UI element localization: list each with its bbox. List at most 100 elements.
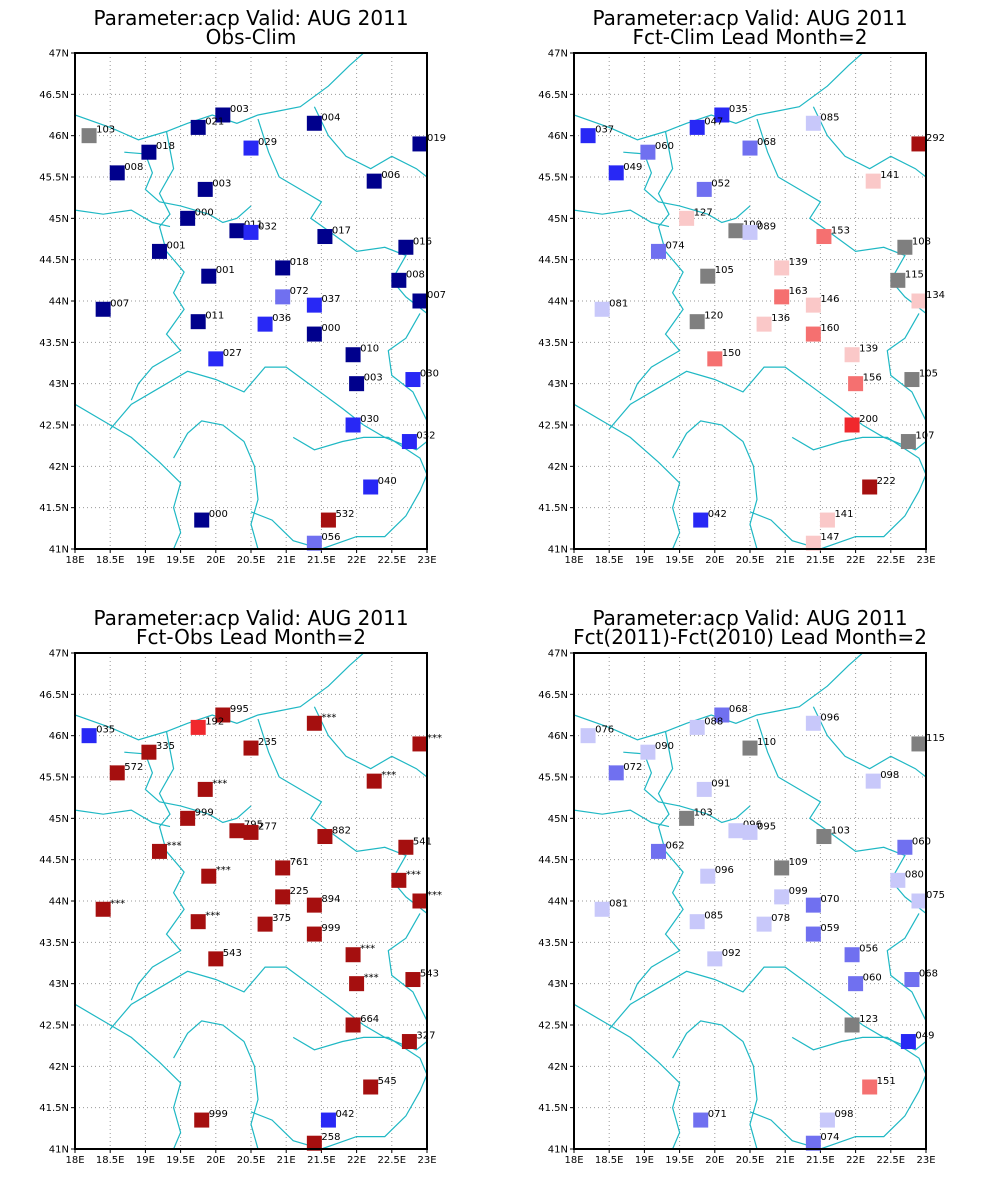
lon-tick-label: 18.5E <box>595 1155 624 1166</box>
lat-tick-label: 42.5N <box>39 1021 69 1032</box>
lat-tick-label: 45N <box>548 214 568 225</box>
lat-tick-label: 45N <box>49 814 69 825</box>
lon-tick-label: 21E <box>776 1155 795 1166</box>
border-line <box>886 313 926 422</box>
lon-tick-label: 18.5E <box>96 555 125 566</box>
station-value-label: 030 <box>360 414 379 425</box>
border-line <box>109 966 427 1051</box>
station-value-label: 047 <box>704 116 723 127</box>
station-value-label: 153 <box>831 226 850 237</box>
lat-tick-label: 46N <box>548 131 568 142</box>
station-value-label: 105 <box>715 265 734 276</box>
border-line <box>749 474 926 549</box>
station-marker <box>911 736 927 752</box>
station-marker <box>700 268 716 284</box>
station-marker <box>805 897 821 913</box>
border-line <box>791 1036 926 1075</box>
lat-tick-label: 47N <box>548 649 568 660</box>
station-marker <box>229 823 245 839</box>
station-value-label: 146 <box>820 294 839 305</box>
station-marker <box>81 728 97 744</box>
lat-tick-label: 42N <box>548 1062 568 1073</box>
station-value-label: 156 <box>863 373 882 384</box>
station-marker <box>844 1017 860 1033</box>
station-value-label: 543 <box>420 969 439 980</box>
map-frame <box>573 652 927 1150</box>
map-frame <box>573 52 927 550</box>
station-value-label: *** <box>427 733 442 744</box>
station-marker <box>320 512 336 528</box>
station-value-label: *** <box>166 840 181 851</box>
station-marker <box>141 744 157 760</box>
lat-tick-label: 43.5N <box>538 938 568 949</box>
station-marker <box>728 823 744 839</box>
border-line <box>623 751 751 824</box>
lat-tick-label: 43.5N <box>39 338 69 349</box>
station-marker <box>848 976 864 992</box>
lat-tick-label: 41.5N <box>538 1103 568 1114</box>
station-value-label: *** <box>381 770 396 781</box>
lat-tick-label: 42N <box>49 1062 69 1073</box>
station-value-label: 011 <box>205 311 224 322</box>
lat-tick-label: 47N <box>548 49 568 60</box>
station-marker <box>190 914 206 930</box>
station-value-label: 003 <box>364 373 383 384</box>
station-marker <box>275 860 291 876</box>
station-value-label: 042 <box>708 509 727 520</box>
lat-tick-label: 46.5N <box>538 90 568 101</box>
station-value-label: 040 <box>378 476 397 487</box>
station-marker <box>109 165 125 181</box>
station-value-label: 136 <box>771 313 790 324</box>
lat-tick-label: 44N <box>49 297 69 308</box>
station-marker <box>742 140 758 156</box>
lon-tick-label: 20.5E <box>736 1155 765 1166</box>
station-value-label: 894 <box>321 894 340 905</box>
lat-tick-label: 47N <box>49 649 69 660</box>
station-value-label: 060 <box>863 973 882 984</box>
station-value-label: 062 <box>665 840 684 851</box>
station-marker <box>306 1135 322 1151</box>
lon-tick-label: 19.5E <box>665 555 694 566</box>
station-value-label: 098 <box>834 1109 853 1120</box>
station-marker <box>391 872 407 888</box>
station-marker <box>398 839 414 855</box>
station-value-label: 072 <box>290 286 309 297</box>
station-value-label: 049 <box>915 1031 934 1042</box>
station-marker <box>848 376 864 392</box>
station-value-label: 108 <box>912 236 931 247</box>
lat-tick-label: 47N <box>49 49 69 60</box>
station-marker <box>756 916 772 932</box>
station-value-label: 068 <box>757 137 776 148</box>
station-marker <box>689 119 705 135</box>
station-marker <box>349 976 365 992</box>
station-marker <box>911 136 927 152</box>
station-value-label: 000 <box>321 323 340 334</box>
border-line <box>791 436 926 475</box>
station-marker <box>306 535 322 551</box>
station-marker <box>190 119 206 135</box>
station-marker <box>229 223 245 239</box>
station-marker <box>897 839 913 855</box>
station-marker <box>707 351 723 367</box>
lon-tick-label: 21.5E <box>806 555 835 566</box>
border-line <box>75 809 171 828</box>
border-line <box>574 209 670 228</box>
country-borders <box>75 653 427 1149</box>
station-value-label: 999 <box>209 1109 228 1120</box>
station-marker <box>756 316 772 332</box>
station-value-label: 075 <box>926 890 945 901</box>
lon-tick-label: 21E <box>776 555 795 566</box>
station-value-label: 103 <box>96 125 115 136</box>
station-marker <box>345 947 361 963</box>
station-marker <box>862 1079 878 1095</box>
lon-tick-label: 18E <box>564 555 583 566</box>
station-marker <box>844 347 860 363</box>
station-value-label: 107 <box>915 431 934 442</box>
station-marker <box>900 1034 916 1050</box>
station-value-label: 090 <box>655 741 674 752</box>
station-value-label: 543 <box>223 948 242 959</box>
map-frame <box>74 652 428 1150</box>
station-marker <box>679 810 695 826</box>
station-value-label: 091 <box>711 778 730 789</box>
